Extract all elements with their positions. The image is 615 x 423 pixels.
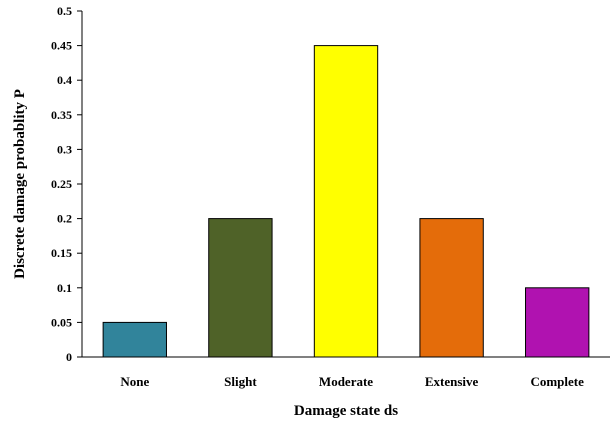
y-tick-label: 0.3 [57,142,72,156]
bar-complete [525,287,590,358]
y-tick-label: 0.5 [57,4,72,18]
x-tick-label: None [120,374,149,389]
bar-extensive [419,218,484,358]
y-tick-label: 0.35 [51,108,72,122]
x-tick-label: Complete [530,374,584,389]
x-tick-label: Extensive [425,374,479,389]
bar-group [102,45,590,358]
y-tick-label: 0.25 [51,177,72,191]
y-axis-ticks: 0 0.05 0.1 0.15 0.2 0.25 0.3 0.35 0.4 0.45 0.5 [51,4,82,364]
y-tick-label: 0 [66,350,72,364]
y-axis-title: Discrete damage probablity P [12,89,28,279]
x-tick-label: Slight [224,374,257,389]
bar-none [102,321,167,358]
x-axis-title: Damage state ds [294,403,398,419]
y-tick-label: 0.4 [57,73,72,87]
y-tick-label: 0.2 [57,212,72,226]
y-tick-label: 0.05 [51,315,72,329]
y-tick-label: 0.15 [51,246,72,260]
bar-moderate [313,45,379,358]
x-tick-label: Moderate [319,374,373,389]
y-tick-label: 0.45 [51,39,72,53]
bar-slight [208,218,273,358]
x-axis-tick-labels: None Slight Moderate Extensive Complete [120,374,584,389]
y-tick-label: 0.1 [57,281,72,295]
